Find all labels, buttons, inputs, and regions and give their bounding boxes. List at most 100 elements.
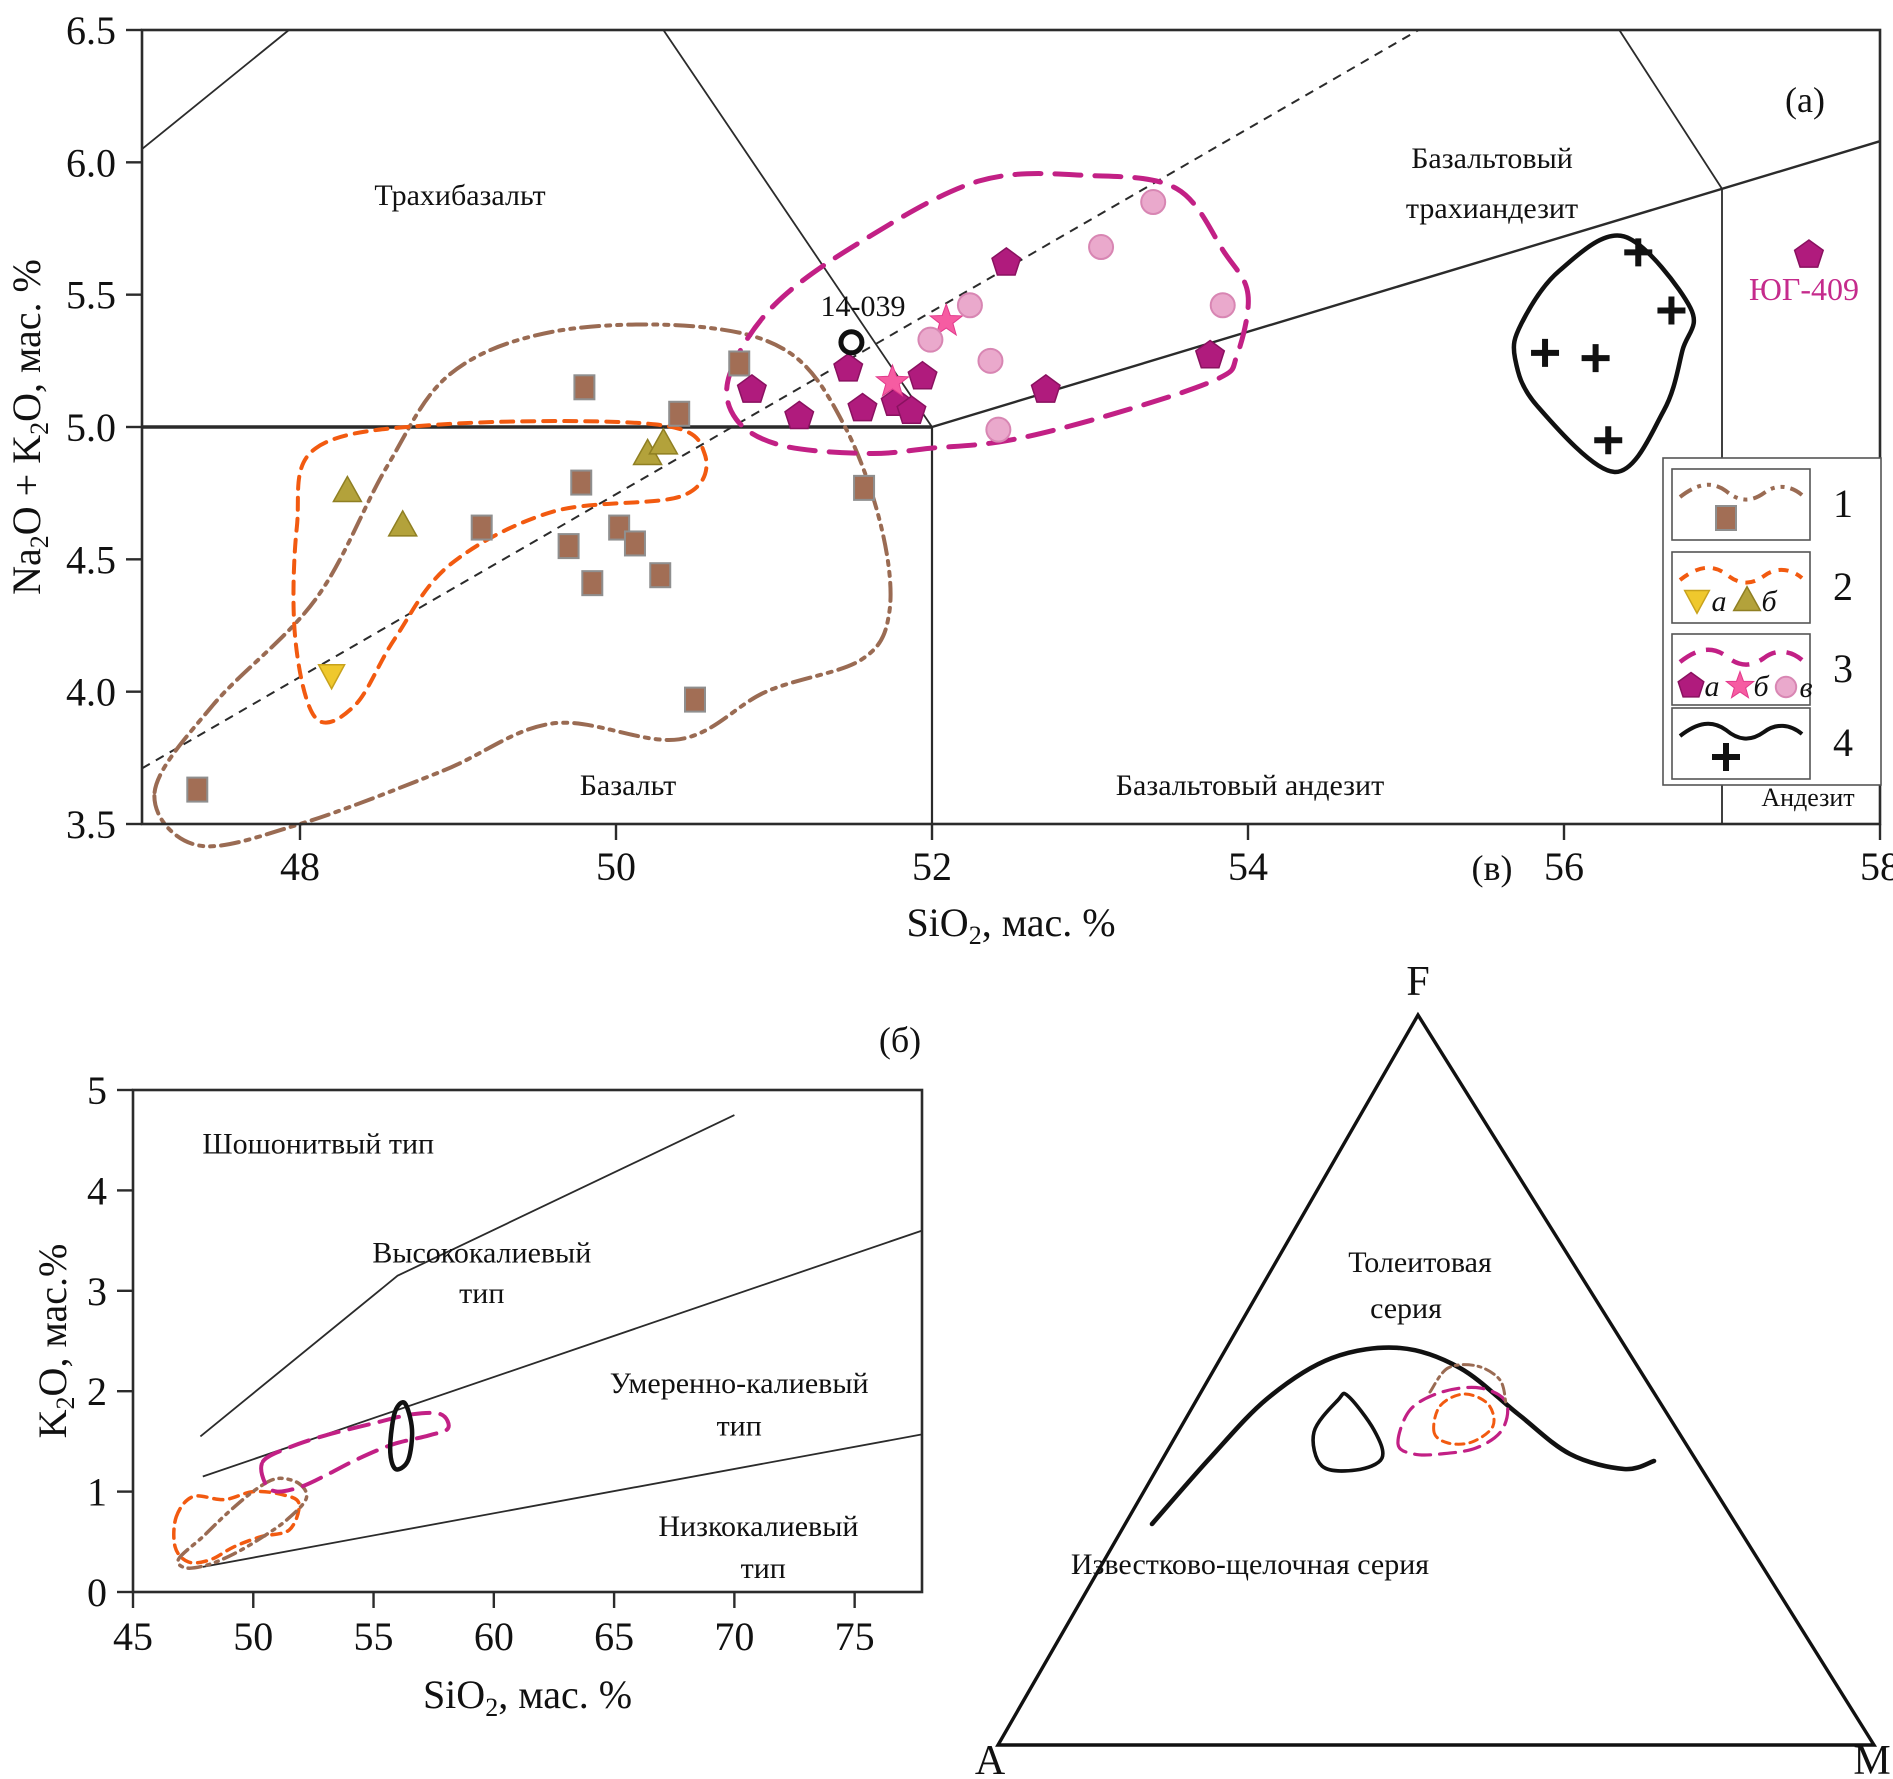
marker-square — [684, 686, 706, 713]
series-divider-curve — [1149, 1345, 1657, 1527]
legend-letter: б — [1761, 585, 1777, 618]
marker-circle — [1140, 189, 1167, 216]
marker-pentagon — [784, 400, 815, 430]
legend-item-2: а б 2 — [1671, 551, 1853, 624]
field-3-magenta-v — [1396, 1385, 1510, 1457]
marker-plus — [1531, 338, 1560, 367]
field-2-orange-v — [1432, 1392, 1496, 1446]
panel-a-axes: 48 50 52 54 56 58 6.5 6.0 5.5 5.0 4.5 4.0 3.5 SiO2, м… — [4, 8, 1893, 950]
series-label: серия — [1370, 1292, 1442, 1325]
panel-tag-a: (а) — [1785, 80, 1825, 120]
legend-swatch-box — [1671, 551, 1811, 624]
boundary-trachyandesite-right — [1618, 29, 1723, 190]
marker-pentagon — [991, 246, 1022, 276]
marker-star — [928, 302, 964, 337]
region-label: Базальт — [580, 769, 677, 802]
field-3-magenta-b — [259, 1410, 451, 1494]
y-tick-label: 1 — [87, 1470, 107, 1515]
x-tick-label: 45 — [113, 1614, 153, 1659]
vertex-label-F: F — [1406, 959, 1429, 1005]
marker-star — [1724, 670, 1756, 699]
region-label: Андезит — [1761, 783, 1854, 812]
vertex-label-M: M — [1853, 1738, 1890, 1779]
legend-line-sample — [1678, 721, 1804, 741]
region-label: Высококалиевый — [372, 1237, 591, 1270]
marker-tri_up — [332, 474, 363, 503]
annotation: ЮГ-409 — [1749, 271, 1859, 307]
region-label: трахиандезит — [1406, 192, 1578, 225]
series-4 — [1531, 238, 1686, 455]
marker-square — [623, 530, 646, 557]
panel-a-fields — [152, 171, 1697, 849]
boundary-lowK-boundary — [202, 1433, 923, 1568]
marker-pentagon — [896, 395, 927, 425]
marker-pentagon — [1793, 239, 1825, 268]
boundary-diagonal-52-58 — [931, 140, 1881, 429]
x-tick-label: 54 — [1228, 844, 1268, 889]
series-3а — [736, 239, 1825, 430]
y-tick-label: 4.5 — [66, 537, 116, 582]
marker-circle — [1774, 675, 1798, 699]
marker-square — [649, 562, 672, 589]
region-label: Умеренно-калиевый — [610, 1367, 869, 1400]
legend-number: 2 — [1833, 564, 1853, 609]
region-label: тип — [741, 1552, 786, 1585]
region-label: тип — [459, 1277, 504, 1310]
x-tick-label: 55 — [354, 1614, 394, 1659]
region-label: Базальтовый — [1411, 142, 1573, 175]
boundary-alkaline-dashed — [141, 29, 1420, 770]
marker-circle — [917, 326, 944, 353]
marker-pentagon — [1677, 671, 1705, 698]
marker-star — [874, 363, 911, 397]
y-axis-label: K2O, мас.% — [30, 1244, 80, 1439]
series-2б — [332, 427, 679, 537]
plot-frame — [131, 1088, 924, 1594]
marker-pentagon — [833, 352, 864, 382]
marker-pentagon — [1030, 373, 1061, 403]
legend-letter: в — [1799, 671, 1812, 704]
boundary-trachybasalt-left — [141, 29, 290, 150]
marker-square — [557, 533, 580, 560]
panel-tag-b: (б) — [879, 1020, 921, 1060]
legend-swatch-box — [1671, 707, 1811, 780]
marker-circle — [1088, 234, 1115, 261]
field-1-brown-v — [1428, 1363, 1508, 1406]
marker-square — [668, 400, 691, 427]
x-tick-label: 58 — [1860, 844, 1893, 889]
boundary-shoshonite-boundary — [199, 1114, 735, 1438]
x-tick-label: 56 — [1544, 844, 1584, 889]
field-4-black-b — [387, 1400, 415, 1472]
field-3-magenta — [724, 171, 1251, 457]
legend-item-1: 1 — [1671, 468, 1853, 541]
legend-number: 3 — [1833, 646, 1853, 691]
x-axis-label: SiO2, мас. % — [906, 900, 1115, 950]
field-1-brown-b — [176, 1476, 309, 1570]
marker-square — [853, 474, 876, 501]
x-tick-label: 70 — [714, 1614, 754, 1659]
region-label: Базальтовый андезит — [1116, 769, 1384, 802]
x-tick-label: 60 — [474, 1614, 514, 1659]
y-axis-label: Na2O + K2O, мас. % — [4, 259, 54, 595]
marker-plus — [1712, 743, 1740, 771]
x-tick-label: 75 — [835, 1614, 875, 1659]
marker-tri_down — [317, 664, 346, 691]
y-tick-label: 3.5 — [66, 802, 116, 847]
marker-pentagon — [907, 360, 938, 390]
y-tick-label: 5.5 — [66, 273, 116, 318]
legend-number: 4 — [1833, 720, 1853, 765]
series-3в — [917, 189, 1236, 443]
marker-circle — [977, 347, 1004, 374]
series-2а — [317, 664, 346, 691]
marker-plus — [1657, 296, 1686, 325]
x-axis-label: SiO2, мас. % — [423, 1672, 632, 1722]
ternary-triangle — [995, 1011, 1878, 1747]
series-label: Толеитовая — [1348, 1246, 1492, 1279]
series-1 — [186, 350, 876, 803]
y-tick-label: 3 — [87, 1269, 107, 1314]
marker-plus — [1624, 238, 1653, 267]
y-tick-label: 6.5 — [66, 8, 116, 53]
legend-swatch-box — [1671, 468, 1811, 541]
